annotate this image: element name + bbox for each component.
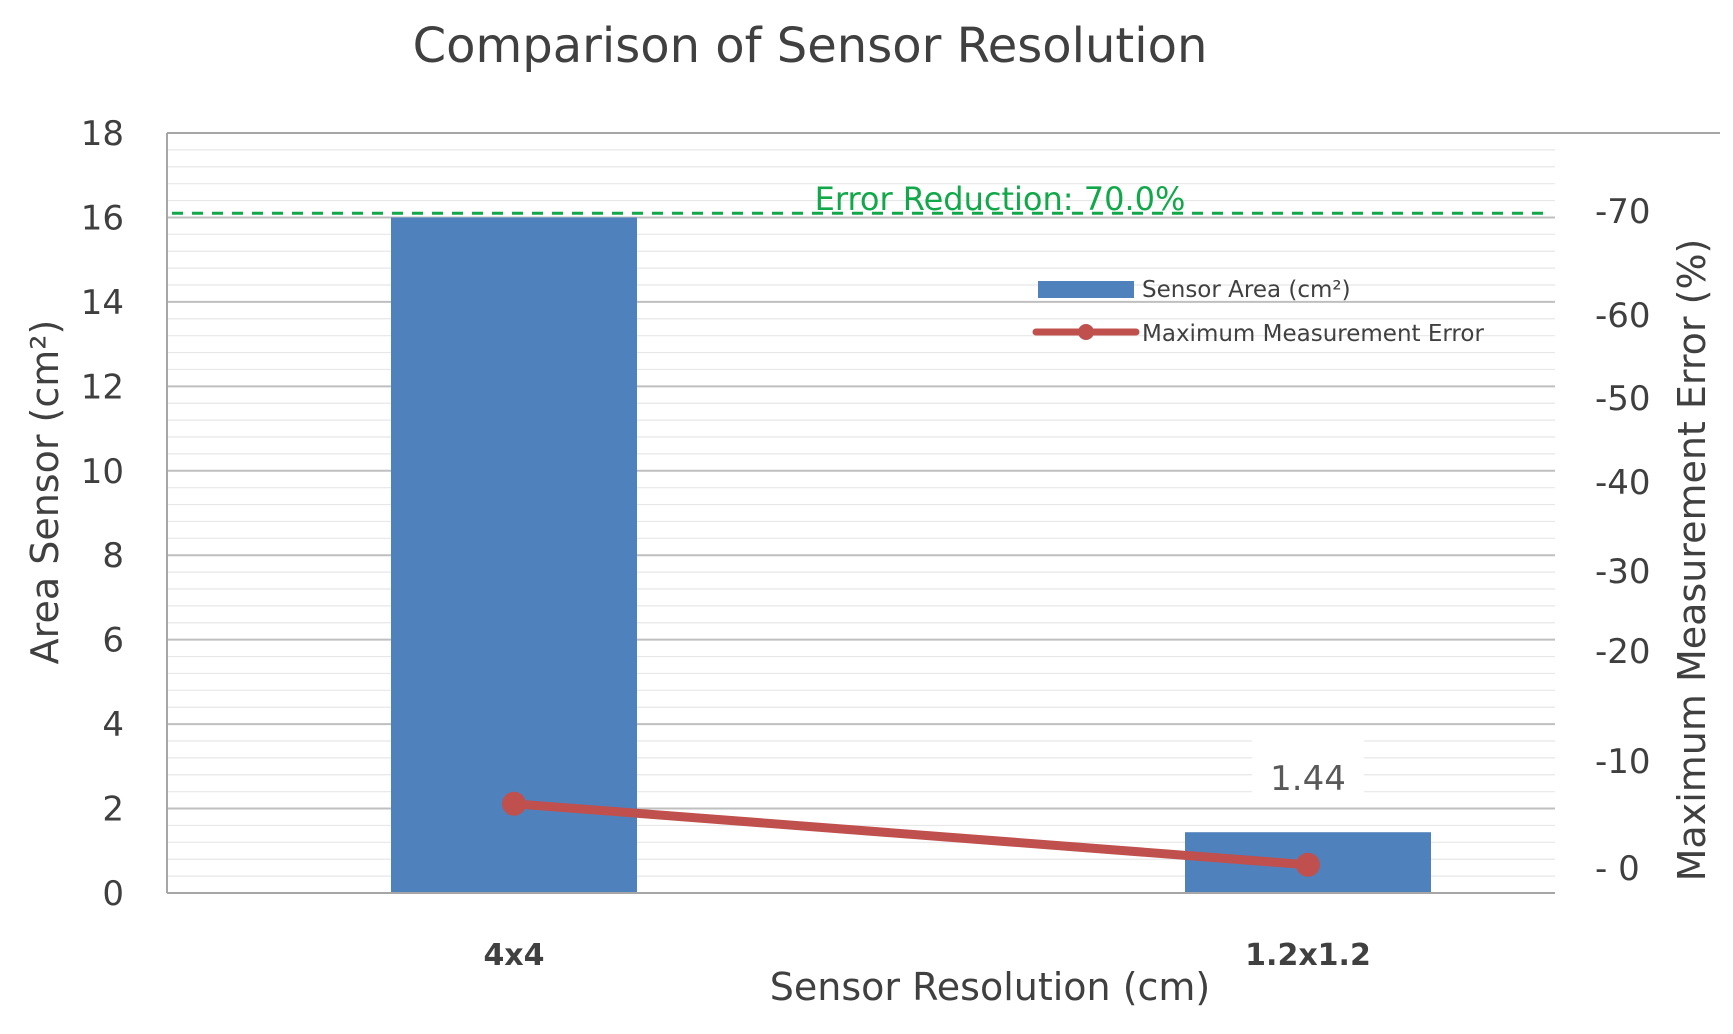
y2-tick-label: -60 (1595, 296, 1651, 336)
y2-tick-label: -70 (1595, 192, 1651, 232)
x-category-label: 4x4 (483, 938, 544, 973)
data-label-box (1252, 736, 1364, 806)
x-axis-categories: 4x4 1.2x1.2 (483, 938, 1370, 973)
y-tick-label: 2 (102, 790, 124, 830)
bar-series (391, 217, 1431, 893)
y-axis-title: Area Sensor (cm²) (23, 320, 67, 665)
y-tick-label: 14 (81, 283, 124, 323)
error-reduction-label: Error Reduction: 70.0% (815, 180, 1186, 218)
y-tick-label: 6 (102, 621, 124, 661)
y-tick-label: 12 (81, 367, 124, 407)
legend-line-label: Maximum Measurement Error (1142, 321, 1484, 347)
y2-axis-ticks: - 0 -10 -20 -30 -40 -50 -60 -70 (1595, 192, 1651, 889)
y-tick-label: 0 (102, 874, 124, 914)
error-reduction-reference: Error Reduction: 70.0% (172, 180, 1550, 218)
y2-tick-label: -10 (1595, 742, 1651, 782)
legend-bar-swatch (1038, 281, 1134, 298)
y2-tick-label: - 0 (1595, 849, 1640, 889)
y-tick-label: 10 (81, 452, 124, 492)
y2-axis-title: Maximum Measurement Error (%) (1670, 239, 1714, 882)
data-labels: 1.44 (1252, 736, 1364, 806)
line-series (502, 791, 1320, 877)
error-point-1.2x1.2 (1296, 852, 1320, 877)
y2-tick-label: -30 (1595, 552, 1651, 592)
x-category-label: 1.2x1.2 (1245, 938, 1371, 973)
legend-bar-label: Sensor Area (cm²) (1142, 277, 1351, 303)
y2-tick-label: -20 (1595, 632, 1651, 672)
y-tick-label: 8 (102, 536, 124, 576)
y-axis-ticks: 0 2 4 6 8 10 12 14 16 18 (81, 114, 124, 914)
y2-tick-label: -40 (1595, 463, 1651, 503)
y2-tick-label: -50 (1595, 379, 1651, 419)
chart-title: Comparison of Sensor Resolution (413, 18, 1208, 74)
legend-line-marker (1078, 324, 1094, 340)
legend: Sensor Area (cm²) Maximum Measurement Err… (1032, 277, 1484, 347)
x-axis-title: Sensor Resolution (cm) (770, 965, 1211, 1009)
error-point-4x4 (502, 791, 526, 816)
y-tick-label: 4 (102, 705, 124, 745)
y-tick-label: 18 (81, 114, 124, 154)
error-line (509, 799, 1313, 870)
plot-axes (166, 132, 1720, 894)
y-tick-label: 16 (81, 198, 124, 238)
data-label-text: 1.44 (1270, 759, 1346, 799)
bar-4x4 (391, 217, 637, 893)
